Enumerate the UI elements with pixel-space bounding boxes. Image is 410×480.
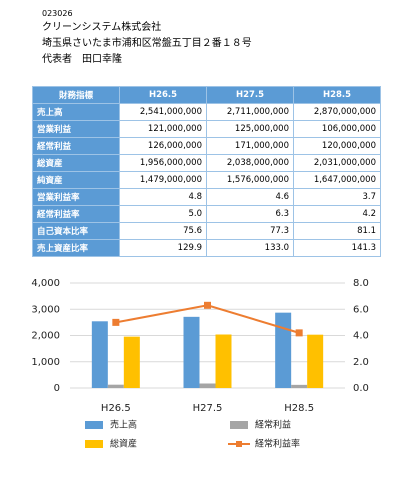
bar [307, 334, 324, 388]
value-cell: 6.3 [206, 205, 294, 223]
bar [183, 316, 200, 388]
header-cell: H28.5 [293, 86, 381, 104]
value-cell: 120,000,000 [293, 137, 381, 155]
bar [215, 334, 232, 388]
y2-tick-label: 6.0 [353, 304, 369, 315]
row: 純資産 1,479,000,000 1,576,000,000 1,647,000,0… [32, 171, 381, 189]
row: 営業利益率 4.8 4.6 3.7 [32, 188, 381, 206]
y-tick-label: 1,000 [31, 357, 60, 368]
header-line: 023026 [42, 9, 73, 18]
value-cell: 3.7 [293, 188, 381, 206]
bar [275, 312, 292, 388]
value-cell: 141.3 [293, 239, 381, 257]
value-cell: 1,479,000,000 [119, 171, 207, 189]
y-tick-label: 2,000 [31, 331, 60, 342]
x-tick-label: H27.5 [193, 403, 223, 414]
legend-label: 総資産 [110, 438, 137, 450]
value-cell: 129.9 [119, 239, 207, 257]
row: 売上高 2,541,000,000 2,711,000,000 2,870,000,0… [32, 103, 381, 121]
y-tick-label: 4,000 [31, 278, 60, 289]
row: 自己資本比率 75.6 77.3 81.1 [32, 222, 381, 240]
finance-table: 財務指標 H26.5 H27.5 H28.5 売上高 2,541,000,000 2,711… [32, 86, 381, 257]
y2-tick-label: 0.0 [353, 383, 369, 394]
x-tick-label: H28.5 [284, 403, 314, 414]
label-cell: 経常利益率 [32, 205, 120, 223]
value-cell: 75.6 [119, 222, 207, 240]
value-cell: 133.0 [206, 239, 294, 257]
bar [107, 384, 124, 388]
value-cell: 125,000,000 [206, 120, 294, 138]
value-cell: 106,000,000 [293, 120, 381, 138]
header-line: 埼玉県さいたま市浦和区常盤五丁目２番１８号 [42, 38, 252, 49]
legend-label: 経常利益 [255, 419, 291, 431]
legend-swatch [236, 441, 242, 447]
marker [204, 301, 211, 309]
label-cell: 自己資本比率 [32, 222, 120, 240]
label-cell: 総資産 [32, 154, 120, 172]
row: 経常利益 126,000,000 171,000,000 120,000,000 [32, 137, 381, 155]
label-cell: 営業利益 [32, 120, 120, 138]
legend-swatch [85, 440, 103, 448]
label-cell: 純資産 [32, 171, 120, 189]
value-cell: 126,000,000 [119, 137, 207, 155]
bar [291, 384, 308, 388]
label-cell: 売上高 [32, 103, 120, 121]
row: 総資産 1,956,000,000 2,038,000,000 2,031,000,0… [32, 154, 381, 172]
value-cell: 81.1 [293, 222, 381, 240]
label-cell: 売上資産比率 [32, 239, 120, 257]
value-cell: 171,000,000 [206, 137, 294, 155]
legend-label: 売上高 [110, 419, 137, 431]
bar [91, 321, 108, 388]
legend-label: 経常利益率 [255, 438, 300, 450]
header-cell: H26.5 [119, 86, 207, 104]
header-line: クリーンシステム株式会社 [42, 22, 162, 33]
chart: 0 1,000 2,000 3,000 4,000 0.0 2.0 4.0 6.0 8.0 H26.… [31, 278, 369, 450]
value-cell: 2,038,000,000 [206, 154, 294, 172]
bar [199, 383, 216, 388]
value-cell: 2,711,000,000 [206, 103, 294, 121]
value-cell: 77.3 [206, 222, 294, 240]
marker [295, 329, 303, 337]
value-cell: 1,647,000,000 [293, 171, 381, 189]
value-cell: 121,000,000 [119, 120, 207, 138]
y2-tick-label: 8.0 [353, 278, 369, 289]
x-tick-label: H26.5 [101, 403, 131, 414]
y-tick-label: 3,000 [31, 304, 60, 315]
value-cell: 2,031,000,000 [293, 154, 381, 172]
header: 023026 クリーンシステム株式会社埼玉県さいたま市浦和区常盤五丁目２番１８号代… [42, 8, 252, 68]
marker [112, 318, 120, 326]
value-cell: 4.8 [119, 188, 207, 206]
header-cell: H27.5 [206, 86, 294, 104]
label-cell: 経常利益 [32, 137, 120, 155]
value-cell: 2,870,000,000 [293, 103, 381, 121]
row: 営業利益 121,000,000 125,000,000 106,000,000 [32, 120, 381, 138]
label-cell: 営業利益率 [32, 188, 120, 206]
row: 売上資産比率 129.9 133.0 141.3 [32, 239, 381, 257]
value-cell: 2,541,000,000 [119, 103, 207, 121]
row: 経常利益率 5.0 6.3 4.2 [32, 205, 381, 223]
value-cell: 1,576,000,000 [206, 171, 294, 189]
bar [123, 336, 140, 388]
value-cell: 4.6 [206, 188, 294, 206]
value-cell: 4.2 [293, 205, 381, 223]
value-cell: 1,956,000,000 [119, 154, 207, 172]
value-cell: 5.0 [119, 205, 207, 223]
legend-swatch [230, 421, 248, 429]
header-cell: 財務指標 [32, 86, 120, 104]
y2-tick-label: 2.0 [353, 357, 369, 368]
y-tick-label: 0 [54, 383, 60, 394]
legend-swatch [85, 421, 103, 429]
header-row: 財務指標 H26.5 H27.5 H28.5 [32, 86, 381, 104]
y2-tick-label: 4.0 [353, 331, 369, 342]
header-line: 代表者 田口幸隆 [42, 54, 122, 65]
